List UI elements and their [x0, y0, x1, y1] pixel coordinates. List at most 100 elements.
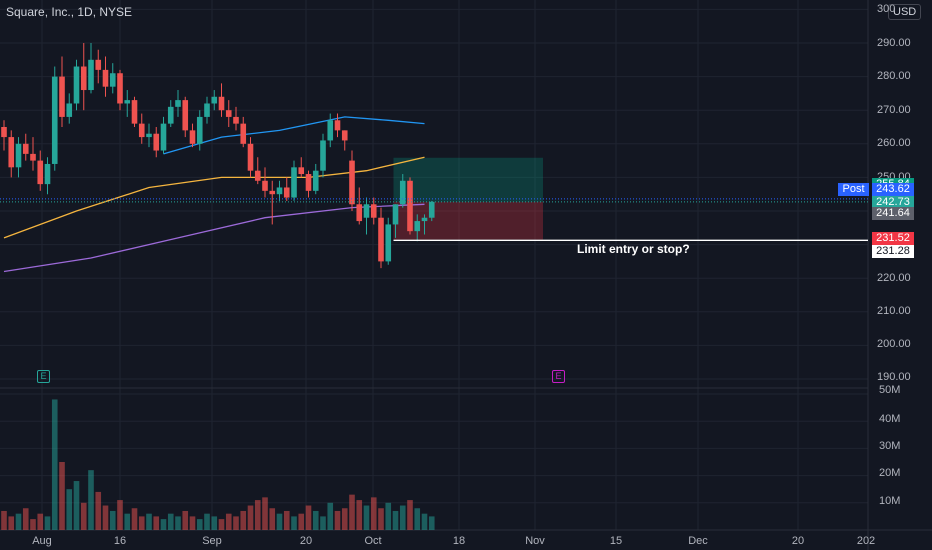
candle-body [44, 163, 51, 185]
volume-bar [305, 505, 312, 530]
candle-body [1, 127, 7, 138]
volume-bar [95, 491, 102, 530]
candle-body [225, 110, 232, 117]
volume-bar [109, 510, 116, 530]
volume-bar [117, 500, 123, 530]
volume-bar [218, 519, 225, 530]
last-price-label: 242.73 [872, 196, 914, 209]
price-tick: 210.00 [877, 305, 911, 317]
volume-bar [269, 508, 276, 530]
time-tick: 15 [609, 535, 623, 547]
candle-body [298, 167, 305, 175]
candle-body [73, 66, 80, 104]
time-tick: Sep [202, 535, 222, 547]
candle-body [262, 180, 268, 191]
candle-body [211, 96, 218, 104]
time-tick: Aug [32, 535, 52, 547]
earnings-marker[interactable]: E [552, 370, 565, 383]
candle-body [349, 160, 355, 205]
price-tick: 220.00 [877, 272, 911, 284]
volume-bar [22, 508, 29, 530]
candle-body [428, 201, 435, 218]
volume-bar [262, 497, 268, 530]
price-tick: 280.00 [877, 70, 911, 82]
volume-bar [225, 513, 232, 530]
time-tick: 20 [299, 535, 313, 547]
volume-tick: 30M [879, 440, 901, 452]
candle-body [407, 180, 413, 232]
currency-button[interactable]: USD [888, 4, 922, 20]
symbol-title: Square, Inc., 1D, NYSE [6, 5, 133, 19]
candle-body [146, 133, 152, 138]
volume-bar [298, 513, 305, 530]
volume-bar [407, 500, 413, 530]
candle-body [378, 217, 384, 262]
volume-bar [131, 508, 138, 530]
volume-bar [247, 505, 254, 530]
candle-body [283, 187, 290, 198]
volume-bar [392, 510, 399, 530]
price-tick: 290.00 [877, 37, 911, 49]
volume-bar [182, 510, 189, 530]
candle-body [189, 130, 196, 144]
volume-tick: 20M [879, 467, 901, 479]
sma-50-line [163, 116, 425, 155]
volume-bar [37, 513, 44, 530]
volume-bar [88, 470, 94, 530]
stop-zone [393, 201, 543, 240]
candle-body [124, 100, 131, 104]
target-zone [393, 157, 543, 202]
volume-bar [421, 513, 428, 530]
candle-body [392, 204, 399, 225]
volume-bar [334, 510, 341, 530]
volume-bar [66, 489, 73, 530]
candle-body [51, 76, 58, 164]
volume-tick: 40M [879, 413, 901, 425]
candle-body [8, 137, 15, 168]
candle-body [102, 69, 109, 87]
candle-body [117, 73, 123, 104]
candle-body [59, 76, 65, 117]
post-price-label: 243.62 [872, 183, 914, 196]
volume-bar [240, 510, 247, 530]
candle-body [414, 221, 421, 232]
price-tick: 190.00 [877, 371, 911, 383]
time-tick: Nov [525, 535, 545, 547]
volume-bar [312, 510, 319, 530]
candle-body [399, 180, 406, 205]
volume-bar [341, 508, 348, 530]
volume-bar [15, 513, 22, 530]
candle-body [30, 153, 36, 161]
candle-body [22, 143, 29, 154]
candle-body [305, 174, 312, 191]
volume-bar [175, 516, 181, 530]
volume-bar [385, 502, 392, 530]
volume-bar [414, 508, 421, 530]
price-tick: 200.00 [877, 338, 911, 350]
candle-body [167, 106, 174, 124]
volume-tick: 10M [879, 495, 901, 507]
volume-bar [233, 516, 239, 530]
volume-bar [356, 500, 363, 530]
candle-body [291, 167, 297, 198]
candle-body [320, 140, 326, 171]
time-tick: Dec [688, 535, 708, 547]
candle-body [160, 123, 167, 151]
candle-body [138, 123, 145, 138]
volume-tick: 50M [879, 384, 901, 396]
volume-bar [378, 508, 384, 530]
volume-bar [124, 513, 131, 530]
candle-body [204, 103, 210, 117]
candle-body [327, 120, 334, 141]
candle-body [370, 204, 377, 218]
candle-body [88, 59, 94, 91]
volume-bar [80, 502, 87, 530]
candle-body [269, 190, 276, 195]
volume-bar [167, 513, 174, 530]
candle-body [254, 170, 261, 181]
volume-bar [211, 516, 218, 530]
earnings-marker[interactable]: E [37, 370, 50, 383]
volume-bar [196, 519, 203, 530]
candle-body [182, 100, 189, 131]
